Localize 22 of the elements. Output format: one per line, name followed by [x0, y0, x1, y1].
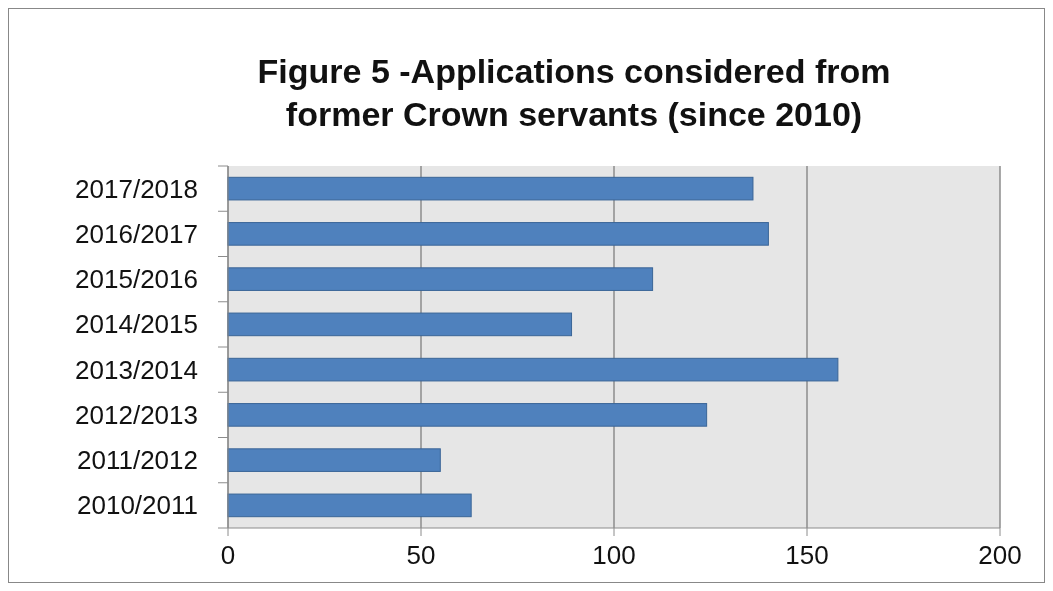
y-tick-label: 2011/2012 [77, 445, 198, 476]
y-tick-label: 2016/2017 [75, 218, 198, 249]
y-tick-label: 2010/2011 [77, 490, 198, 521]
x-tick-label: 200 [978, 540, 1022, 570]
y-tick-label: 2017/2018 [75, 173, 198, 204]
bar [227, 176, 754, 201]
bar [227, 267, 654, 291]
bar [227, 403, 708, 427]
y-tick-label: 2013/2014 [75, 354, 198, 385]
bar [227, 357, 839, 382]
y-tick-label: 2012/2013 [75, 399, 198, 430]
y-tick-label: 2014/2015 [75, 309, 198, 340]
bar [227, 312, 573, 337]
x-tick-label: 50 [406, 540, 436, 570]
x-tick-label: 150 [785, 540, 829, 570]
bar [227, 448, 441, 472]
x-tick-label: 0 [220, 540, 236, 570]
chart-title: Figure 5 -Applications considered from former Crown servants (since 2010) [257, 52, 891, 133]
x-tick-label: 100 [592, 540, 636, 570]
bar [227, 493, 472, 518]
y-tick-label: 2015/2016 [75, 264, 198, 295]
bar [227, 222, 769, 246]
